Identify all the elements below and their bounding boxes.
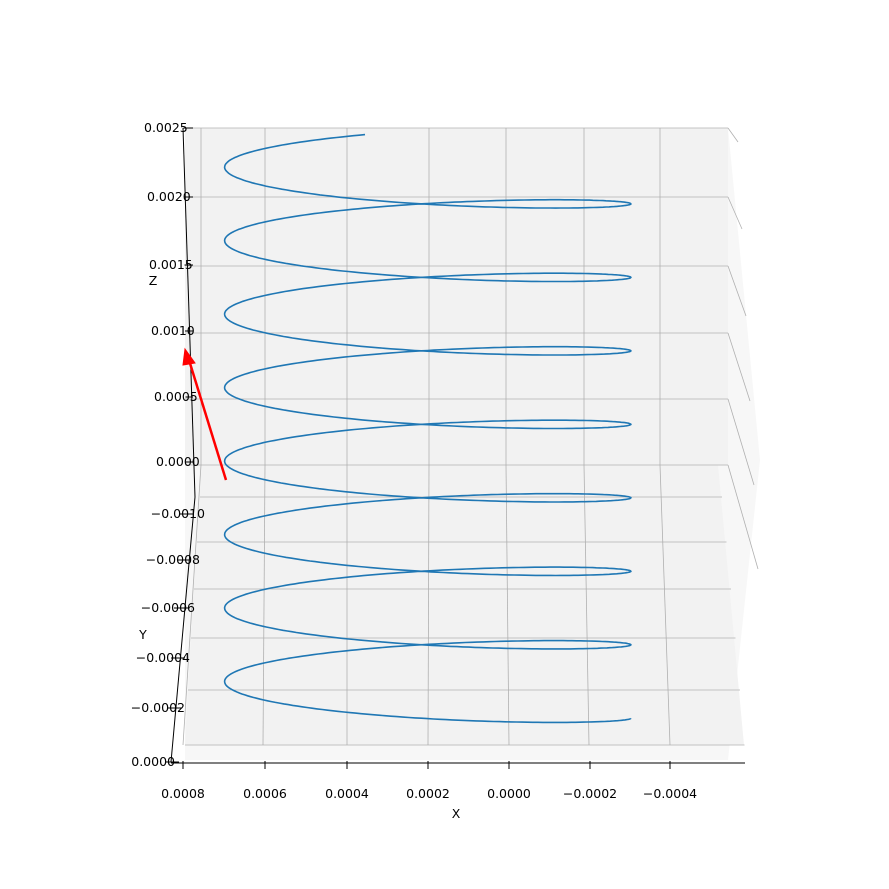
x-tick-label: 0.0000 [487,786,531,801]
grid-line [727,265,747,317]
z-tick-label: 0.0015 [149,257,193,272]
grid-line [182,464,202,746]
floor-pane [185,465,744,745]
grid-line [659,464,671,746]
arrow-series [182,347,228,481]
arrow-head [182,347,196,366]
z-tick-label: 0.0020 [147,189,191,204]
grid-line [727,332,751,402]
axis-panes [185,128,760,760]
grid-line [727,398,755,486]
x-tick-label: −0.0002 [563,786,617,801]
axis-lines [165,127,745,769]
grid-lines [182,127,759,746]
helix-line [223,133,632,724]
y-tick-label: 0.0000 [131,754,175,769]
grid-line [262,464,266,746]
tick-labels: 0.0008 0.0006 0.0004 0.0002 0.0000 −0.0002 −0.… [131,120,697,801]
z-tick-label: 0.0025 [144,120,188,135]
x-tick-label: 0.0008 [161,786,205,801]
x-tick-label: 0.0002 [406,786,450,801]
y-tick-label: −0.0006 [141,600,195,615]
y-tick-label: −0.0004 [136,650,190,665]
grid-line [727,196,743,230]
y-axis-line [170,496,196,763]
grid-line [583,464,590,746]
z-axis-line [182,127,196,498]
x-tick-label: −0.0004 [643,786,697,801]
y-tick-label: −0.0008 [146,552,200,567]
x-tick-label: 0.0006 [243,786,287,801]
grid-line [727,464,759,570]
grid-line [727,127,739,143]
y-tick-label: −0.0002 [131,700,185,715]
helix-series [223,133,632,724]
z-tick-label: 0.0010 [151,323,195,338]
y-axis-title: Y [138,627,147,642]
x-tick-label: 0.0004 [325,786,369,801]
x-axis-title: X [452,806,461,821]
z-tick-label: 0.0000 [156,454,200,469]
grid-line [427,464,430,746]
y-tick-label: −0.0010 [151,506,205,521]
arrow-shaft [187,359,228,481]
grid-line [505,464,510,746]
z-tick-label: 0.0005 [154,389,198,404]
z-axis-title: Z [149,273,158,288]
